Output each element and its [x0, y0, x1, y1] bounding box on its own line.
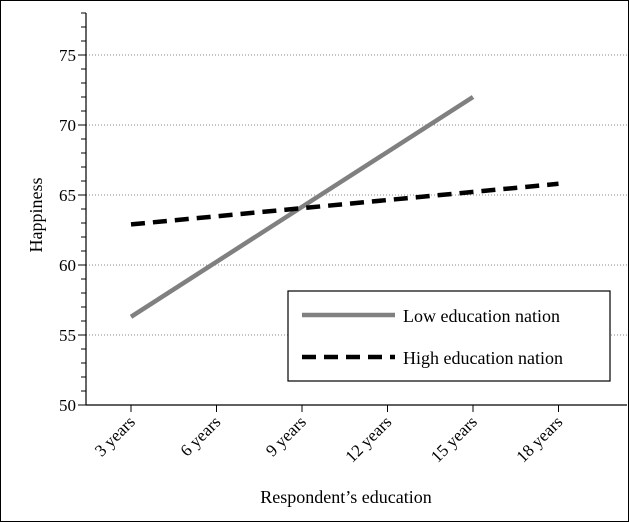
- x-tick-label-3: 12 years: [341, 412, 395, 466]
- legend-box: [287, 290, 611, 382]
- legend: Low education nation High education nati…: [287, 290, 611, 382]
- x-tick-label-5: 18 years: [512, 412, 566, 466]
- y-tick-label-70: 70: [59, 116, 76, 135]
- series-line-0: [129, 95, 475, 319]
- x-tick-label-2: 9 years: [262, 412, 310, 460]
- axis-layer: [78, 12, 627, 412]
- y-tick-label-60: 60: [59, 256, 76, 275]
- legend-label-low-education: Low education nation: [403, 306, 560, 326]
- y-tick-label-65: 65: [59, 186, 76, 205]
- series-layer: [129, 95, 559, 319]
- y-axis-label: Happiness: [26, 178, 46, 253]
- x-tick-label-0: 3 years: [91, 412, 139, 460]
- legend-label-high-education: High education nation: [403, 348, 563, 368]
- label-layer: 50 55 60 65 70 75 3 years 6 years 9 years 12 year…: [59, 46, 566, 466]
- y-tick-label-50: 50: [59, 396, 76, 415]
- x-axis-label: Respondent’s education: [260, 487, 431, 507]
- y-tick-label-55: 55: [59, 326, 76, 345]
- x-tick-label-1: 6 years: [177, 412, 225, 460]
- x-tick-label-4: 15 years: [427, 412, 481, 466]
- y-tick-label-75: 75: [59, 46, 76, 65]
- series-line-1: [130, 181, 559, 227]
